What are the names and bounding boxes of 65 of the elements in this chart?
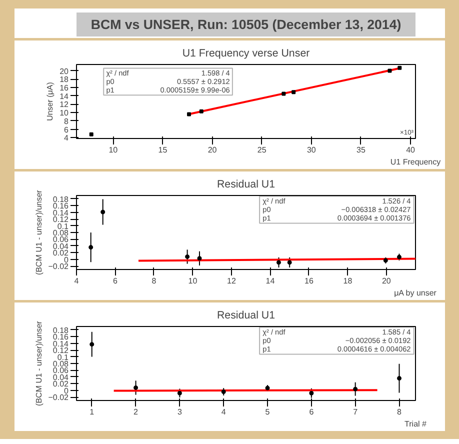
y-tick-label: 0.08: [52, 360, 70, 368]
x-tick-label: 2: [134, 408, 139, 416]
x-tick-label: 8: [397, 408, 402, 416]
x-axis-title: Trial #: [404, 420, 428, 428]
y-axis-title: Unser (μA): [46, 82, 55, 121]
y-tick-label: 0.08: [52, 228, 70, 238]
chart-title: Residual U1: [216, 310, 276, 322]
x-tick-label: 14: [266, 276, 276, 286]
y-tick-label: 16: [60, 83, 70, 92]
x-tick-label: 1: [90, 408, 95, 416]
y-tick-label: 0: [64, 255, 70, 264]
y-tick-label: 18: [60, 75, 70, 84]
x-tick-label: 40: [406, 146, 416, 154]
x-tick-label: 10: [108, 146, 118, 154]
x-tick-label: 5: [265, 408, 270, 416]
y-tick-label: 0.12: [52, 346, 70, 356]
y-tick-label: 0.06: [52, 366, 70, 376]
x-tick-label: 7: [353, 408, 358, 416]
y-tick-label: 0.02: [52, 380, 70, 389]
y-tick-label: 0: [64, 386, 70, 396]
x-axis-title: μA by unser: [394, 288, 437, 298]
y-tick-label: 14: [60, 92, 70, 101]
x-tick-label: 15: [158, 146, 168, 154]
y-tick-label: 0.02: [52, 248, 70, 258]
x-tick-label: 6: [309, 408, 314, 416]
y-tick-label: 0.18: [52, 326, 70, 335]
x-tick-label: 35: [356, 146, 366, 154]
x-tick-label: 25: [257, 146, 267, 154]
x-tick-label: 4: [221, 408, 226, 416]
y-tick-label: 0.16: [52, 332, 70, 342]
y-tick-label: 0.04: [52, 242, 70, 251]
chart-title: Residual U1: [216, 178, 276, 190]
x-tick-label: 6: [113, 276, 118, 286]
x-tick-label: 10: [188, 276, 198, 286]
y-tick-label: 0.04: [52, 372, 70, 382]
y-tick-label: 20: [60, 66, 70, 76]
y-tick-label: 0.14: [52, 339, 70, 348]
y-tick-label: 4: [64, 134, 70, 143]
y-tick-label: −0.02: [48, 393, 70, 402]
text: BCM vs UNSER, Run: 10505 (December 13, 2014): [90, 17, 402, 32]
y-tick-label: 8: [64, 116, 70, 126]
y-tick-label: 0.1: [57, 352, 70, 362]
y-tick-label: 12: [60, 100, 70, 110]
x-axis-title: U1 Frequency: [390, 158, 441, 166]
x-tick-label: 20: [208, 146, 218, 154]
y-tick-label: 0.1: [57, 222, 70, 231]
y-tick-label: 0.18: [52, 194, 70, 204]
x-tick-label: 20: [382, 276, 392, 286]
x-tick-label: 18: [343, 276, 353, 286]
x-tick-label: 30: [306, 146, 316, 154]
x-tick-label: 3: [177, 408, 182, 416]
y-axis-title: (BCM U1 - unser)/unser: [34, 190, 44, 275]
y-tick-label: 6: [64, 125, 70, 134]
y-tick-label: 0.16: [52, 202, 70, 211]
chart-title: U1 Frequency verse Unser: [182, 48, 310, 60]
y-tick-label: 0.14: [52, 208, 70, 218]
y-tick-label: 10: [60, 108, 70, 118]
x-tick-label: 8: [152, 276, 157, 286]
x-tick-label: 4: [74, 276, 80, 286]
x-tick-label: 16: [304, 276, 314, 286]
y-axis-title: (BCM U1 - unser)/unser: [34, 320, 44, 406]
x-tick-label: 12: [227, 276, 236, 286]
y-tick-label: 0.06: [52, 235, 70, 244]
y-tick-label: −0.02: [48, 262, 70, 272]
y-tick-label: 0.12: [52, 215, 70, 224]
